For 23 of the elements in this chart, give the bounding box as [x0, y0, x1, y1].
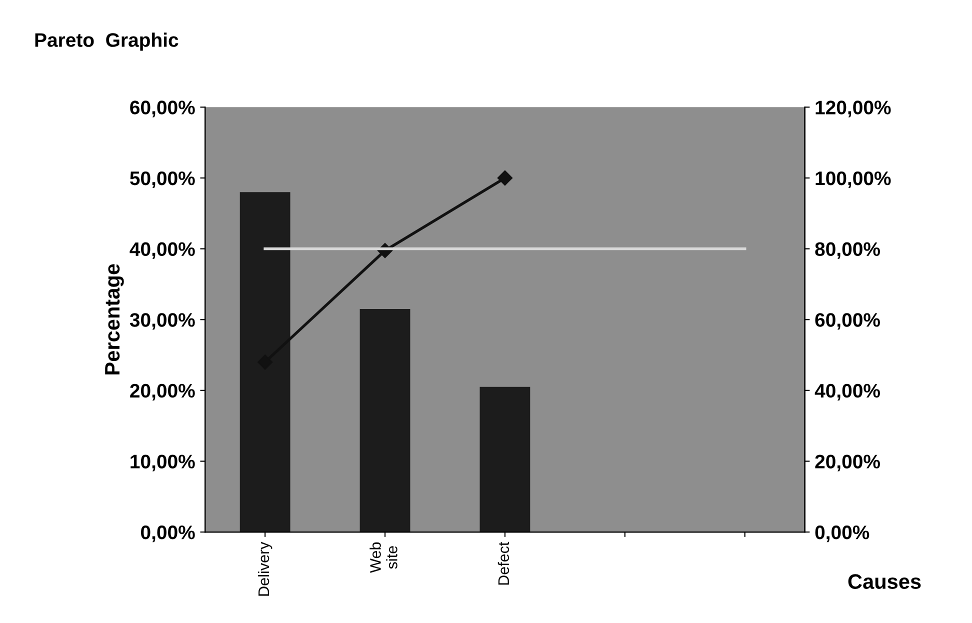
y-axis-title: Percentage: [105, 264, 124, 374]
y-tick-label: 0,00%: [141, 526, 195, 542]
y-tick-label: 30,00%: [130, 313, 195, 330]
x-tick-label: Web site: [370, 542, 398, 573]
y-tick-label: 20,00%: [130, 384, 195, 400]
y2-tick-label: 100,00%: [816, 171, 891, 188]
y2-tick-label: 60,00%: [815, 313, 880, 330]
y2-tick-label: 20,00%: [815, 454, 880, 472]
bar: [480, 386, 530, 532]
x-tick-label: Delivery: [258, 542, 272, 596]
x-tick-label: Defect: [498, 542, 510, 585]
y-tick-label: 60,00%: [130, 100, 195, 118]
y2-tick-label: 120,00%: [816, 100, 891, 118]
point: [497, 170, 513, 186]
x-axis-title: Causes: [848, 574, 921, 589]
y2-tick-label: 80,00%: [815, 242, 880, 259]
y2-tick-label: 0,00%: [815, 526, 870, 542]
chart-title: Pareto Graphic: [35, 32, 178, 51]
y-tick-label: 40,00%: [130, 242, 195, 259]
bar: [360, 308, 410, 532]
y2-tick-label: 40,00%: [814, 384, 880, 400]
y-tick-label: 10,00%: [130, 454, 195, 472]
y-tick-label: 50,00%: [130, 171, 195, 188]
